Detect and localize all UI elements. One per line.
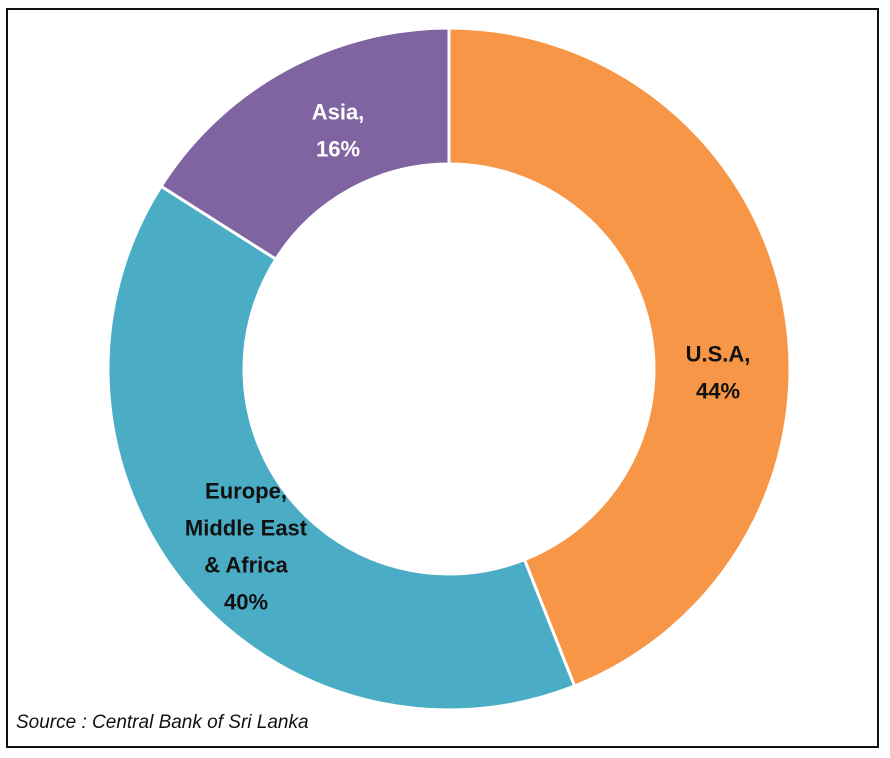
slice-label-2: Asia, 16% (312, 100, 365, 162)
slice-label-line: U.S.A, (686, 342, 751, 367)
donut-slice-0 (447, 26, 792, 689)
slice-label-line: Europe, (205, 479, 287, 504)
slice-label-line: Middle East (185, 516, 308, 541)
slice-label-line: & Africa (204, 553, 288, 578)
donut-slice-1 (106, 184, 577, 712)
slice-label-line: 40% (224, 590, 268, 615)
slice-label-line: 44% (696, 379, 740, 404)
source-note: Source : Central Bank of Sri Lanka (16, 712, 309, 733)
slice-label-line: 16% (316, 137, 360, 162)
slice-label-line: Asia, (312, 100, 365, 125)
slice-label-1: Europe, Middle East & Africa 40% (185, 479, 308, 615)
slice-label-0: U.S.A, 44% (686, 342, 751, 404)
donut-slice-2 (159, 26, 451, 262)
